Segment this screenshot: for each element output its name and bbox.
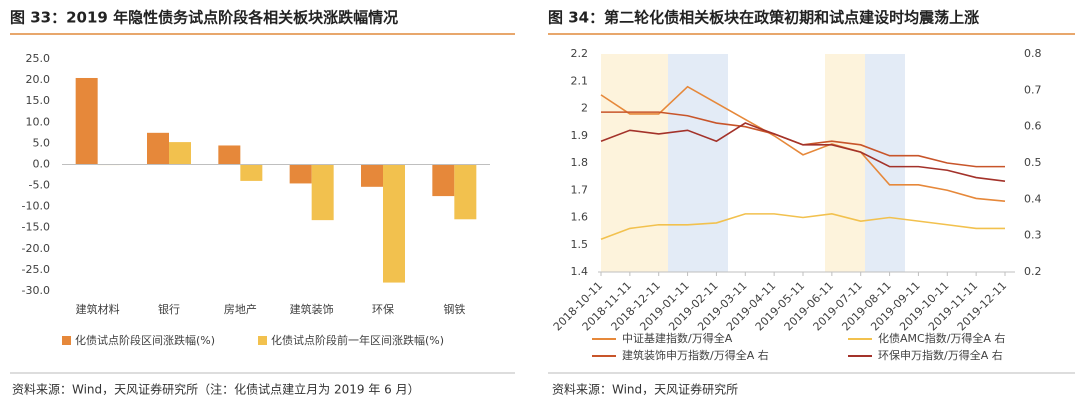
- x-tick-label: 建筑材料: [76, 302, 120, 316]
- y-tick-label: 1.7: [571, 183, 589, 196]
- chart-title: 图 34：第二轮化债相关板块在政策初期和试点建设时均震荡上涨: [548, 9, 979, 27]
- y2-tick-label: 0.4: [1024, 192, 1042, 205]
- bar: [311, 164, 334, 221]
- x-tick-label: 建筑装饰: [290, 302, 334, 316]
- y2-tick-label: 0.3: [1024, 229, 1042, 242]
- y-tick-label: 25.0: [26, 52, 51, 65]
- series-line: [600, 122, 1006, 182]
- y2-tick-label: 0.6: [1024, 120, 1042, 133]
- x-tick-label: 银行: [158, 302, 180, 316]
- shade-band: [668, 54, 728, 272]
- x-tick-label: 环保: [372, 302, 394, 316]
- shade-band: [601, 54, 668, 272]
- y-tick-label: -25.0: [22, 263, 50, 276]
- legend-label: 化债AMC指数/万得全A 右: [878, 331, 1005, 345]
- source-note: 资料来源：Wind，天风证券研究所（注：化债试点建立月为 2019 年 6 月）: [12, 382, 420, 397]
- source-note: 资料来源：Wind，天风证券研究所: [552, 382, 738, 397]
- bar: [361, 164, 383, 187]
- y-tick-label: -5.0: [29, 179, 50, 192]
- bar: [218, 145, 241, 165]
- series-line: [600, 85, 1006, 202]
- legend-label: 化债试点阶段区间涨跌幅(%): [75, 333, 215, 347]
- y-tick-label: 2: [581, 102, 588, 115]
- y-tick-label: 2.1: [571, 74, 589, 87]
- legend-swatch: [258, 336, 267, 345]
- y2-tick-label: 0.8: [1024, 47, 1042, 60]
- bar: [383, 164, 405, 283]
- y-tick-label: 1.5: [571, 238, 589, 251]
- bar: [169, 142, 191, 165]
- bar: [75, 77, 98, 165]
- y-tick-label: 5.0: [33, 136, 51, 149]
- y2-tick-label: 0.7: [1024, 83, 1042, 96]
- y-tick-label: 15.0: [26, 94, 51, 107]
- legend-label: 中证基建指数/万得全A: [622, 331, 733, 345]
- y-tick-label: -30.0: [22, 284, 50, 297]
- legend-label: 环保申万指数/万得全A 右: [878, 348, 1003, 362]
- x-tick-label: 钢铁: [443, 303, 465, 316]
- y-tick-label: 1.8: [571, 156, 589, 169]
- legend-label: 建筑装饰申万指数/万得全A 右: [622, 348, 769, 362]
- bar: [432, 164, 455, 197]
- y-tick-label: 2.2: [571, 47, 589, 60]
- series-line: [600, 213, 1005, 241]
- bar: [289, 164, 312, 184]
- bar: [147, 132, 169, 165]
- y-tick-label: -10.0: [22, 200, 50, 213]
- y-tick-label: 1.6: [571, 211, 589, 224]
- x-tick-label: 房地产: [224, 302, 257, 316]
- y-tick-label: 1.4: [571, 265, 589, 278]
- bar: [454, 164, 477, 220]
- y-tick-label: -20.0: [22, 242, 50, 255]
- y-tick-label: 20.0: [26, 73, 51, 86]
- y-tick-label: -15.0: [22, 221, 50, 234]
- legend-swatch: [62, 336, 71, 345]
- y2-tick-label: 0.2: [1024, 265, 1042, 278]
- chart-title: 图 33：2019 年隐性债务试点阶段各相关板块涨跌幅情况: [10, 9, 398, 27]
- y-tick-label: 10.0: [26, 115, 51, 128]
- legend-label: 化债试点阶段前一年区间涨跌幅(%): [271, 333, 444, 347]
- y-tick-label: 0.0: [33, 157, 51, 170]
- shade-band: [865, 54, 905, 272]
- shade-band: [825, 54, 865, 272]
- bar: [240, 164, 263, 181]
- y-tick-label: 1.9: [571, 129, 589, 142]
- y2-tick-label: 0.5: [1024, 156, 1042, 169]
